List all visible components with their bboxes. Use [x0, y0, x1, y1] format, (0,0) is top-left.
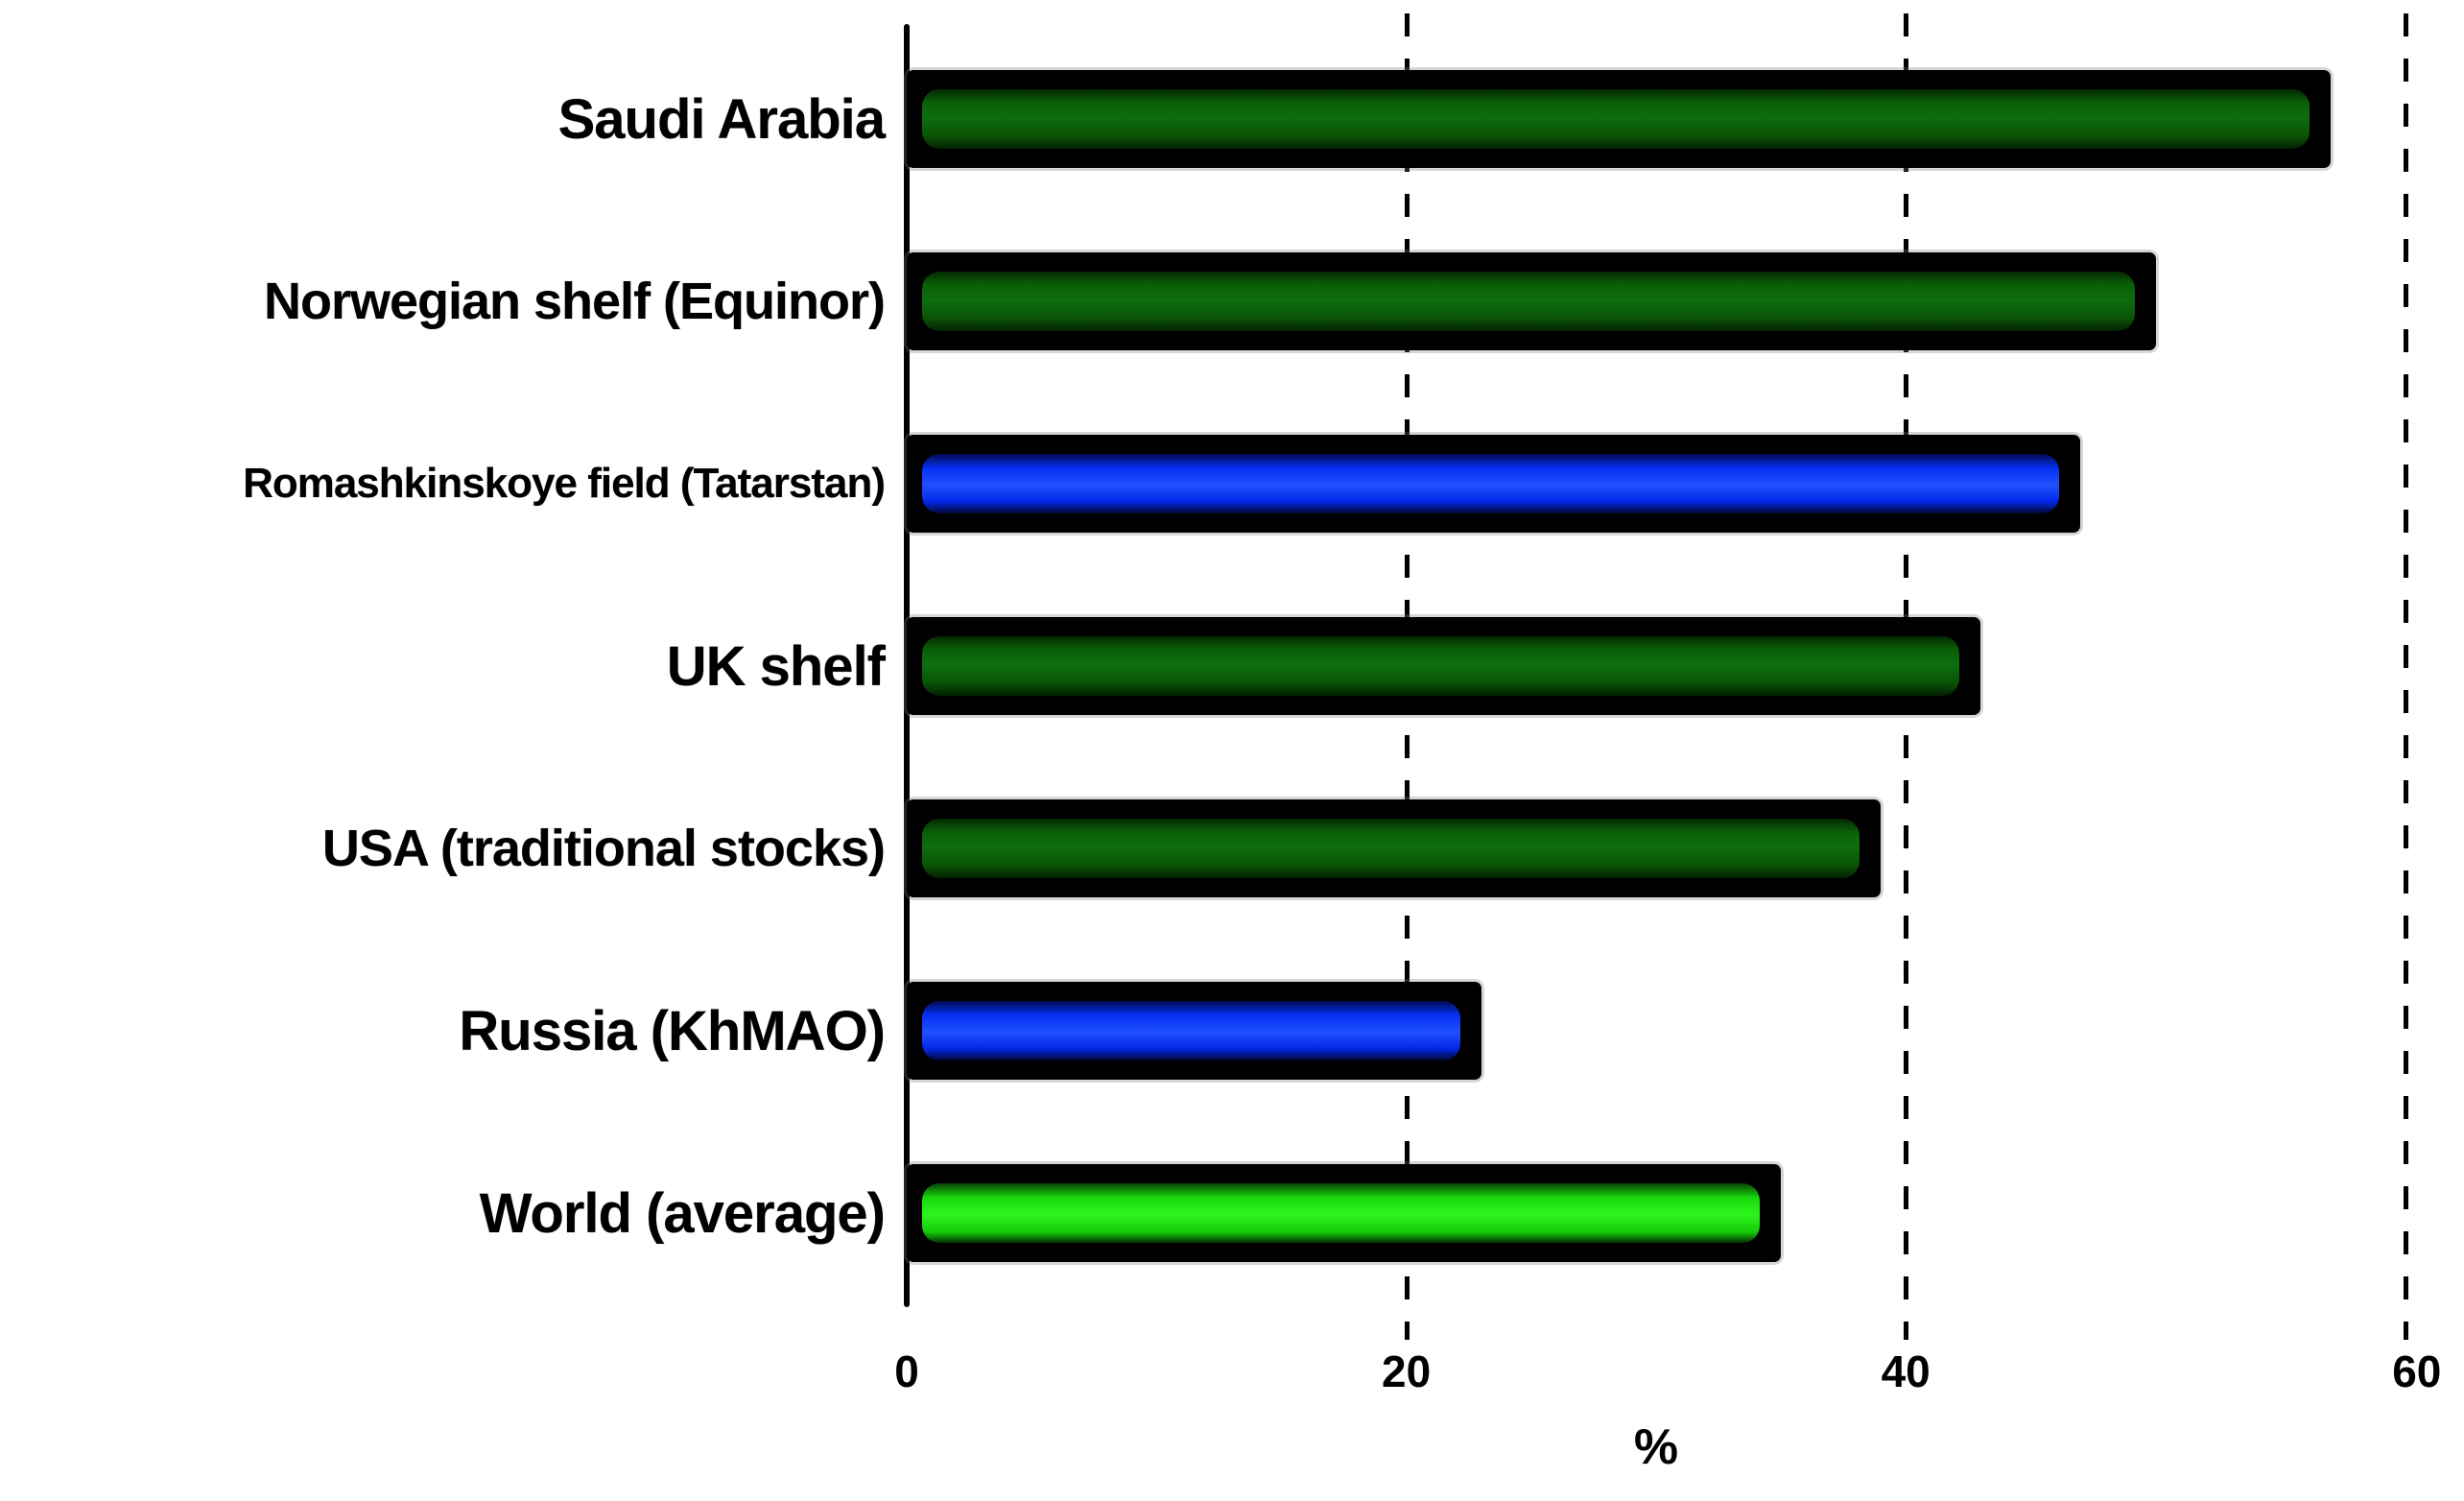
bar-fill-romashkinskoye-field-tatarstan: [922, 454, 2060, 513]
bar-fill-uk-shelf: [922, 636, 1960, 696]
chart-row-russia-khmao: Russia (KhMAO): [0, 982, 2464, 1080]
bar-saudi-arabia: [907, 70, 2331, 168]
chart-row-romashkinskoye-field-tatarstan: Romashkinskoye field (Tatarstan): [0, 435, 2464, 533]
bar-fill-usa-traditional-stocks: [922, 819, 1860, 878]
gridline-60: [2403, 13, 2408, 1340]
bar-russia-khmao: [907, 982, 1481, 1080]
chart-row-world-average: World (average): [0, 1164, 2464, 1262]
x-tick-label-20: 20: [1382, 1346, 1432, 1396]
category-label-world-average: World (average): [479, 1181, 886, 1245]
x-tick-label-60: 60: [2392, 1346, 2442, 1396]
category-label-usa-traditional-stocks: USA (traditional stocks): [321, 820, 886, 877]
chart-row-norwegian-shelf-equinor: Norwegian shelf (Equinor): [0, 252, 2464, 350]
category-label-norwegian-shelf-equinor: Norwegian shelf (Equinor): [263, 273, 886, 330]
x-tick-label-40: 40: [1881, 1346, 1931, 1396]
category-label-uk-shelf: UK shelf: [666, 634, 886, 698]
category-label-romashkinskoye-field-tatarstan: Romashkinskoye field (Tatarstan): [243, 460, 886, 507]
bar-norwegian-shelf-equinor: [907, 252, 2156, 350]
x-tick-label-0: 0: [894, 1346, 919, 1396]
bar-fill-saudi-arabia: [922, 89, 2310, 149]
category-label-russia-khmao: Russia (KhMAO): [459, 999, 886, 1062]
bar-world-average: [907, 1164, 1782, 1262]
bar-fill-russia-khmao: [922, 1001, 1460, 1060]
bar-romashkinskoye-field-tatarstan: [907, 435, 2081, 533]
chart-row-uk-shelf: UK shelf: [0, 617, 2464, 715]
chart-row-saudi-arabia: Saudi Arabia: [0, 70, 2464, 168]
bar-fill-world-average: [922, 1183, 1761, 1243]
chart-row-usa-traditional-stocks: USA (traditional stocks): [0, 799, 2464, 897]
category-label-saudi-arabia: Saudi Arabia: [557, 87, 886, 151]
bar-fill-norwegian-shelf-equinor: [922, 272, 2135, 331]
bar-usa-traditional-stocks: [907, 799, 1882, 897]
x-axis-label: %: [1633, 1419, 1679, 1475]
bar-uk-shelf: [907, 617, 1981, 715]
